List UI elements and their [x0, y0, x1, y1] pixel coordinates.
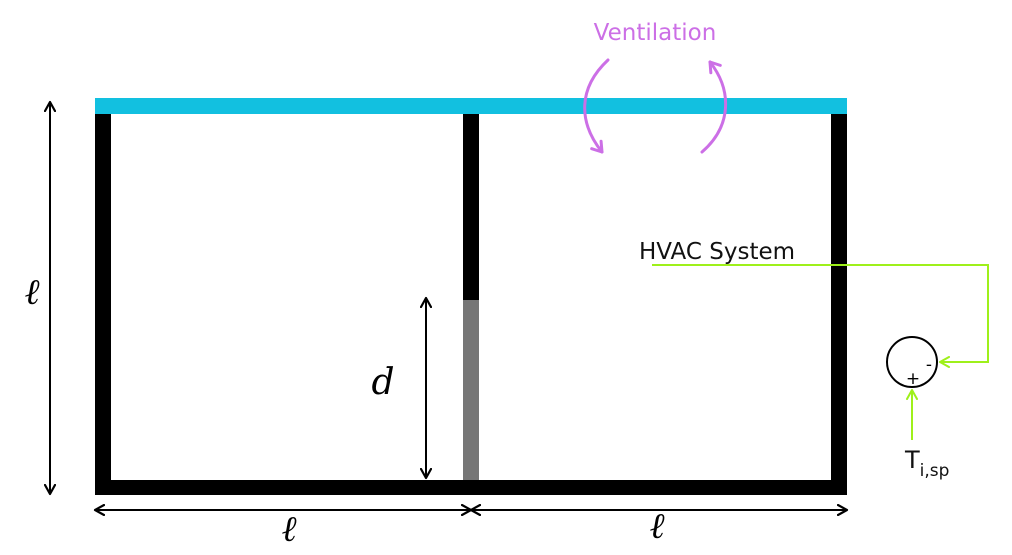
partition-opening — [463, 300, 479, 480]
ventilation-inflow-arrow — [583, 58, 610, 154]
summing-junction-minus: - — [926, 355, 932, 375]
setpoint-label: Ti,sp — [904, 446, 949, 481]
setpoint-subscript: i,sp — [920, 461, 950, 481]
opening-label: d — [371, 362, 394, 403]
summing-junction-plus: + — [906, 369, 920, 389]
ventilation-label: Ventilation — [594, 20, 717, 46]
height-label: ℓ — [25, 272, 40, 313]
setpoint-main: T — [904, 446, 920, 474]
partition-wall — [463, 112, 479, 300]
hvac-system-label: HVAC System — [639, 239, 795, 265]
summing-junction — [886, 336, 938, 388]
width-left-label: ℓ — [282, 509, 297, 550]
floor-slab — [95, 480, 847, 495]
roof — [95, 98, 847, 114]
left-wall — [95, 112, 111, 495]
width-right-label: ℓ — [650, 506, 665, 547]
right-wall — [831, 112, 847, 495]
ventilation-outflow-arrow — [700, 60, 728, 154]
hvac-feedback-line — [652, 264, 989, 368]
